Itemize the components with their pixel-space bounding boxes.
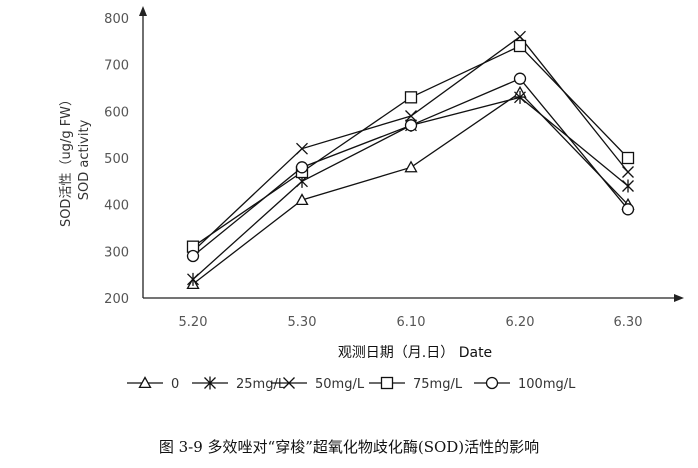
legend-item: 50mg/L <box>271 377 365 392</box>
legend-item: 100mg/L <box>474 376 576 392</box>
data-point <box>513 72 527 85</box>
y-tick-label: 200 <box>104 292 129 307</box>
data-point <box>404 160 418 173</box>
y-tick-label: 800 <box>104 12 129 27</box>
data-point <box>404 91 418 104</box>
x-tick-label: 6.20 <box>506 315 535 330</box>
legend-label: 75mg/L <box>413 377 463 392</box>
y-axis-arrow <box>139 6 147 16</box>
data-point <box>295 193 309 206</box>
x-tick-label: 6.30 <box>614 315 643 330</box>
legend-marker <box>138 376 152 389</box>
y-tick-label: 600 <box>104 105 129 120</box>
data-point <box>404 119 418 132</box>
data-point <box>622 179 634 193</box>
series-line <box>192 45 629 248</box>
legend-label: 100mg/L <box>518 377 576 392</box>
x-tick-label: 6.10 <box>397 315 426 330</box>
data-point <box>405 110 417 122</box>
data-point <box>186 249 200 263</box>
y-tick-label: 400 <box>104 199 129 214</box>
y-axis-label-english: SOD activity <box>77 119 92 200</box>
y-axis-label: SOD活性（ug/g FW） <box>59 93 74 227</box>
figure-caption: 图 3-9 多效唑对“穿梭”超氧化物歧化酶(SOD)活性的影响 <box>158 438 540 456</box>
series-4 <box>186 72 635 263</box>
legend-marker <box>485 376 499 390</box>
data-point <box>187 272 199 286</box>
legend-marker <box>380 376 394 390</box>
x-tick-label: 5.30 <box>288 315 317 330</box>
legend-item: 0 <box>127 376 179 392</box>
y-tick-label: 500 <box>104 152 129 167</box>
legend-label: 25mg/L <box>236 377 286 392</box>
sod-activity-line-chart: 200 300 400 500 600 700 800 5.20 5.30 6.10 6.20 6.3… <box>59 6 684 392</box>
y-tick-label: 700 <box>104 59 129 74</box>
series-2 <box>187 30 634 258</box>
series-3 <box>186 39 635 253</box>
series-line <box>192 35 629 252</box>
x-axis-arrow <box>674 294 684 302</box>
legend-label: 50mg/L <box>315 377 365 392</box>
legend-label: 0 <box>171 377 179 392</box>
axes: 200 300 400 500 600 700 800 5.20 5.30 6.10 6.20 6.3… <box>104 6 684 330</box>
legend-item: 75mg/L <box>369 376 463 392</box>
data-point <box>622 166 634 178</box>
data-point <box>513 39 527 53</box>
data-point <box>514 90 526 104</box>
data-point <box>621 151 635 165</box>
legend: 0 25mg/L 50mg/L 75mg/L 100mg/L <box>127 376 576 392</box>
legend-item: 25mg/L <box>192 376 286 392</box>
legend-marker <box>283 377 295 389</box>
data-point <box>296 142 308 155</box>
data-point <box>621 203 635 216</box>
series-layer <box>186 30 635 290</box>
y-tick-label: 300 <box>104 245 129 260</box>
x-tick-label: 5.20 <box>179 315 208 330</box>
x-axis-label: 观测日期（月.日） Date <box>338 345 492 361</box>
legend-marker <box>204 376 216 390</box>
data-point <box>295 161 309 174</box>
